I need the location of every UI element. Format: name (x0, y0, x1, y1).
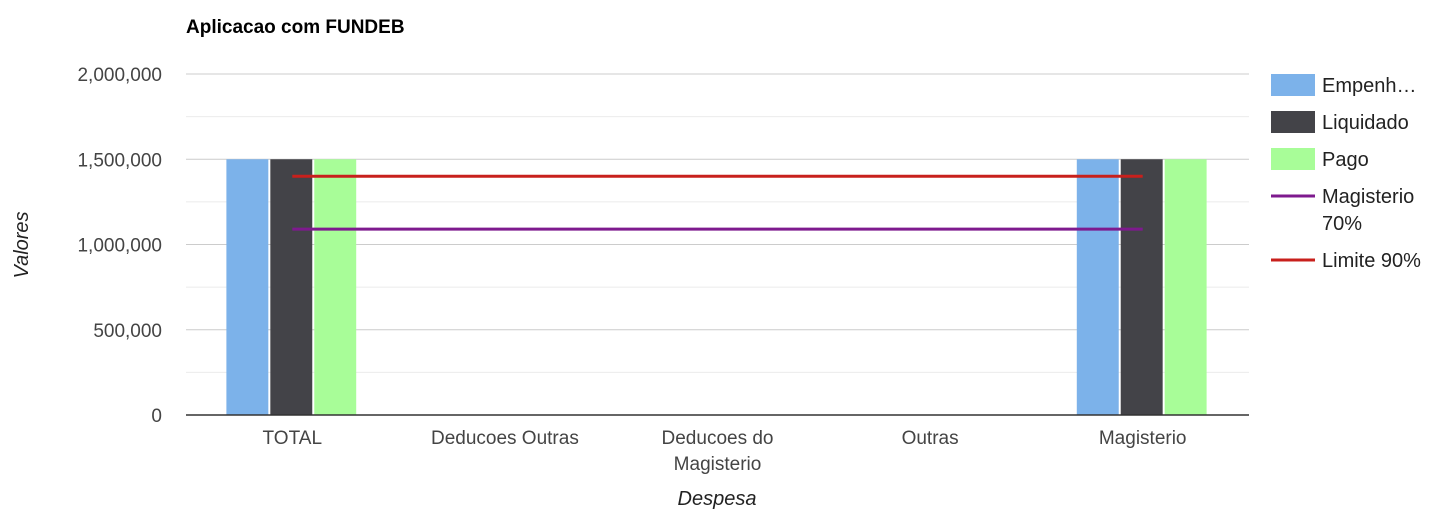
bar (1076, 159, 1119, 415)
legend: Empenh… Liquidado Pago Magisterio 70% Limite … (1271, 74, 1421, 272)
bar (226, 159, 269, 415)
y-tick-label: 0 (151, 406, 162, 427)
chart-title: Aplicacao com FUNDEB (186, 17, 405, 38)
bar (314, 159, 357, 415)
y-tick-label: 1,000,000 (77, 236, 162, 257)
legend-label: Pago (1322, 149, 1369, 171)
legend-label: Empenh… (1322, 75, 1417, 97)
y-tick-label: 500,000 (93, 321, 162, 342)
reference-lines (292, 174, 1143, 231)
y-tick-labels: 0 500,000 1,000,000 1,500,000 2,000,000 (77, 65, 162, 427)
legend-swatch (1271, 111, 1315, 133)
gridlines (186, 73, 1249, 373)
y-tick-label: 1,500,000 (77, 150, 162, 171)
legend-swatch (1271, 148, 1315, 170)
y-axis-title: Valores (11, 211, 33, 278)
x-tick-label: Deducoes Outras (431, 428, 579, 449)
x-axis-title: Despesa (678, 488, 757, 509)
bar (270, 159, 313, 415)
x-tick-label: Outras (902, 428, 959, 449)
legend-label: Magisterio 70% (1322, 186, 1414, 235)
x-tick-label: TOTAL (263, 428, 322, 449)
legend-label: Liquidado (1322, 112, 1409, 134)
legend-label: Limite 90% (1322, 250, 1421, 272)
bars (226, 159, 1207, 416)
x-tick-labels: TOTAL Deducoes Outras Deducoes do Magisteri… (263, 428, 1187, 475)
y-tick-label: 2,000,000 (77, 65, 162, 86)
x-tick-label: Deducoes do Magisterio (662, 428, 774, 475)
bar (1164, 159, 1207, 415)
x-tick-label: Magisterio (1099, 428, 1187, 449)
legend-swatch (1271, 74, 1315, 96)
bar (1120, 159, 1163, 415)
